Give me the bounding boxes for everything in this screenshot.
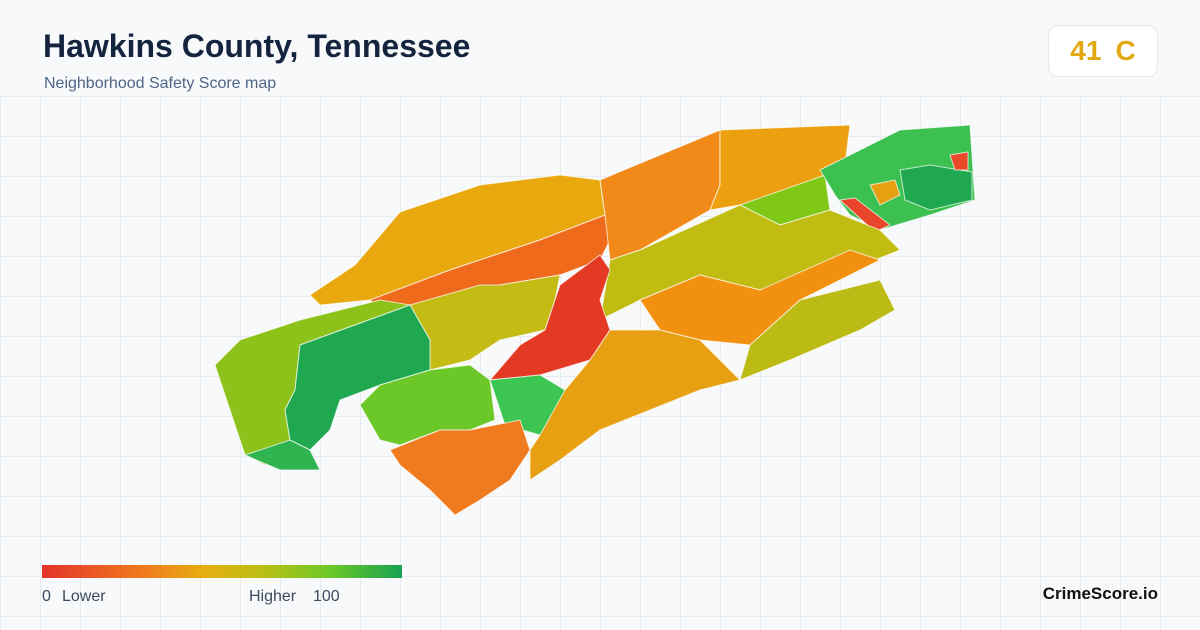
- legend-max-label: Higher: [249, 588, 297, 605]
- region: [899, 164, 973, 211]
- region: [488, 254, 611, 381]
- legend-gradient: [42, 565, 402, 578]
- region: [869, 179, 901, 206]
- region: [739, 279, 896, 381]
- score-badge: 41 C: [1048, 25, 1158, 77]
- region: [949, 151, 969, 171]
- legend-min: 0: [42, 588, 51, 605]
- title: Hawkins County, Tennessee: [43, 28, 471, 64]
- region: [359, 364, 496, 446]
- score-grade: C: [1115, 35, 1136, 66]
- legend-min-label: Lower: [62, 588, 106, 605]
- region: [389, 419, 531, 516]
- subtitle: Neighborhood Safety Score map: [44, 75, 277, 92]
- legend-max: 100: [313, 588, 340, 605]
- region: [284, 304, 431, 451]
- region: [838, 197, 891, 233]
- region: [529, 329, 741, 481]
- region: [243, 439, 321, 471]
- brand: CrimeScore.io: [1042, 584, 1158, 603]
- score-value: 41: [1070, 35, 1102, 66]
